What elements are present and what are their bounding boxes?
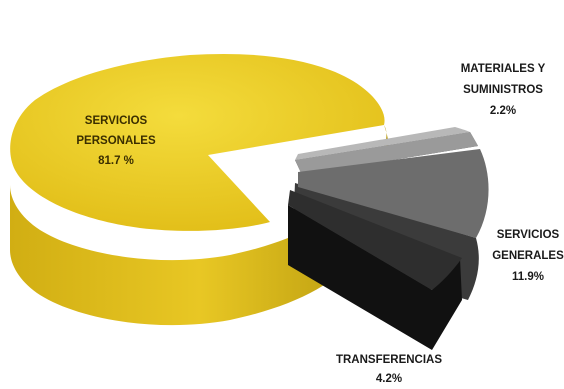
slice-transferencias xyxy=(288,190,462,290)
slice-label-materiales: MATERIALES Y SUMINISTROS 2.2% xyxy=(461,63,546,117)
data-labels: SERVICIOS PERSONALES 81.7 % MATERIALES Y SU… xyxy=(76,63,564,385)
slice-label-servicios-personales: SERVICIOS PERSONALES 81.7 % xyxy=(76,115,156,167)
slice-servicios-generales xyxy=(298,149,489,238)
slice-materiales-rim xyxy=(295,127,470,160)
slice-servicios-personales-side xyxy=(10,125,391,326)
slice-servicios-personales xyxy=(10,53,385,231)
slice-label-servicios-generales: SERVICIOS GENERALES 11.9% xyxy=(492,229,564,283)
slice-label-transferencias: TRANSFERENCIAS 4.2% xyxy=(336,354,442,385)
slice-tops xyxy=(10,53,489,290)
slice-materiales xyxy=(295,132,478,175)
slice-transferencias-side xyxy=(288,205,462,350)
